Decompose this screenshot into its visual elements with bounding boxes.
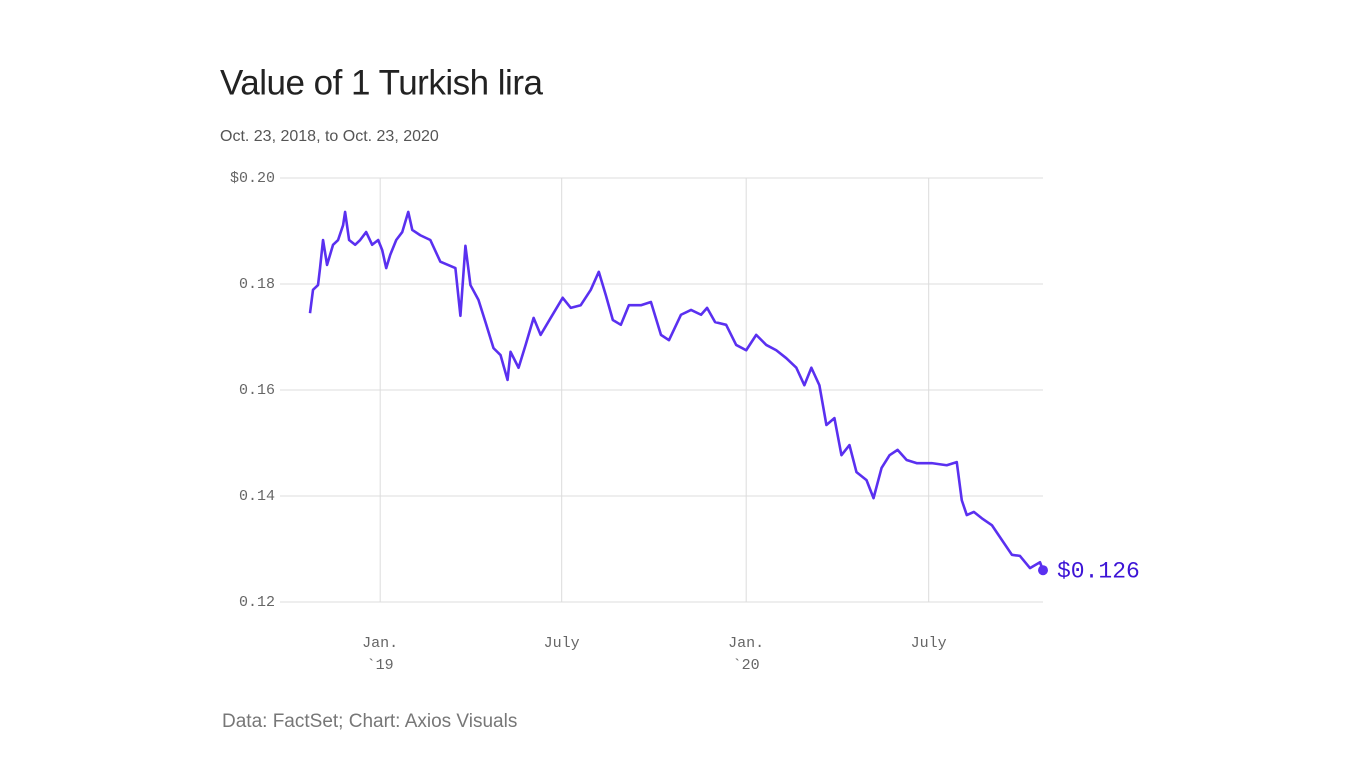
end-label: $0.126 [1057,558,1140,584]
source-note: Data: FactSet; Chart: Axios Visuals [222,711,517,732]
x-tick-label: Jan. [728,635,764,652]
y-tick-label: 0.18 [239,276,275,293]
chart-title: Value of 1 Turkish lira [220,63,543,102]
y-tick-label: 0.16 [239,382,275,399]
y-tick-label: 0.14 [239,488,275,505]
x-tick-label: July [911,635,947,652]
line [308,210,1045,571]
chart-subtitle: Oct. 23, 2018, to Oct. 23, 2020 [220,128,439,145]
x-tick-year: `20 [733,657,760,674]
x-tick-label: Jan. [362,635,398,652]
y-tick-label: $0.20 [230,170,275,187]
y-tick-label: 0.12 [239,594,275,611]
end-dot [1038,565,1048,576]
x-tick-year: `19 [367,657,394,674]
x-tick-label: July [544,635,580,652]
